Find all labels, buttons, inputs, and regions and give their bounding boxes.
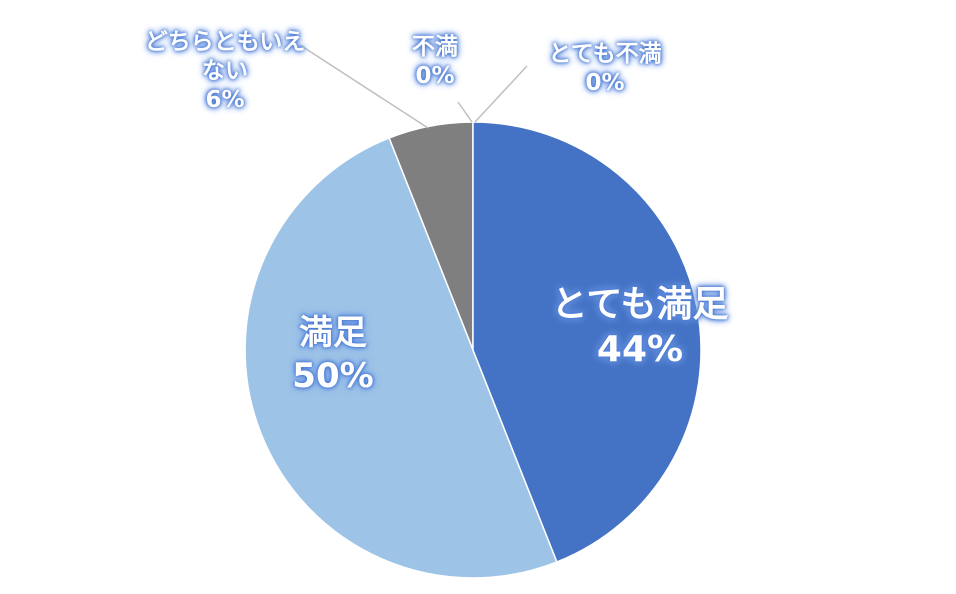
value-label: 0% — [585, 69, 625, 96]
category-label: とても不満 — [548, 41, 662, 67]
pie-slice — [472, 121, 702, 563]
data-label: 不満 0% — [395, 33, 475, 91]
value-label: 50% — [292, 355, 374, 396]
category-label: どちらともいえない — [144, 29, 306, 84]
leader-line — [474, 65, 528, 123]
data-label: どちらともいえない 6% — [138, 28, 313, 114]
leader-line — [299, 44, 429, 129]
leader-line — [457, 101, 473, 123]
data-label: とても満足 44% — [510, 282, 770, 372]
data-label: とても不満 0% — [525, 40, 685, 98]
data-label: 満足 50% — [273, 312, 393, 397]
value-label: 6% — [205, 86, 245, 113]
category-label: 不満 — [412, 34, 458, 60]
category-label: とても満足 — [551, 284, 729, 325]
value-label: 0% — [415, 62, 455, 89]
category-label: 満足 — [299, 313, 367, 353]
pie-slice — [244, 137, 558, 579]
value-label: 44% — [596, 329, 684, 370]
